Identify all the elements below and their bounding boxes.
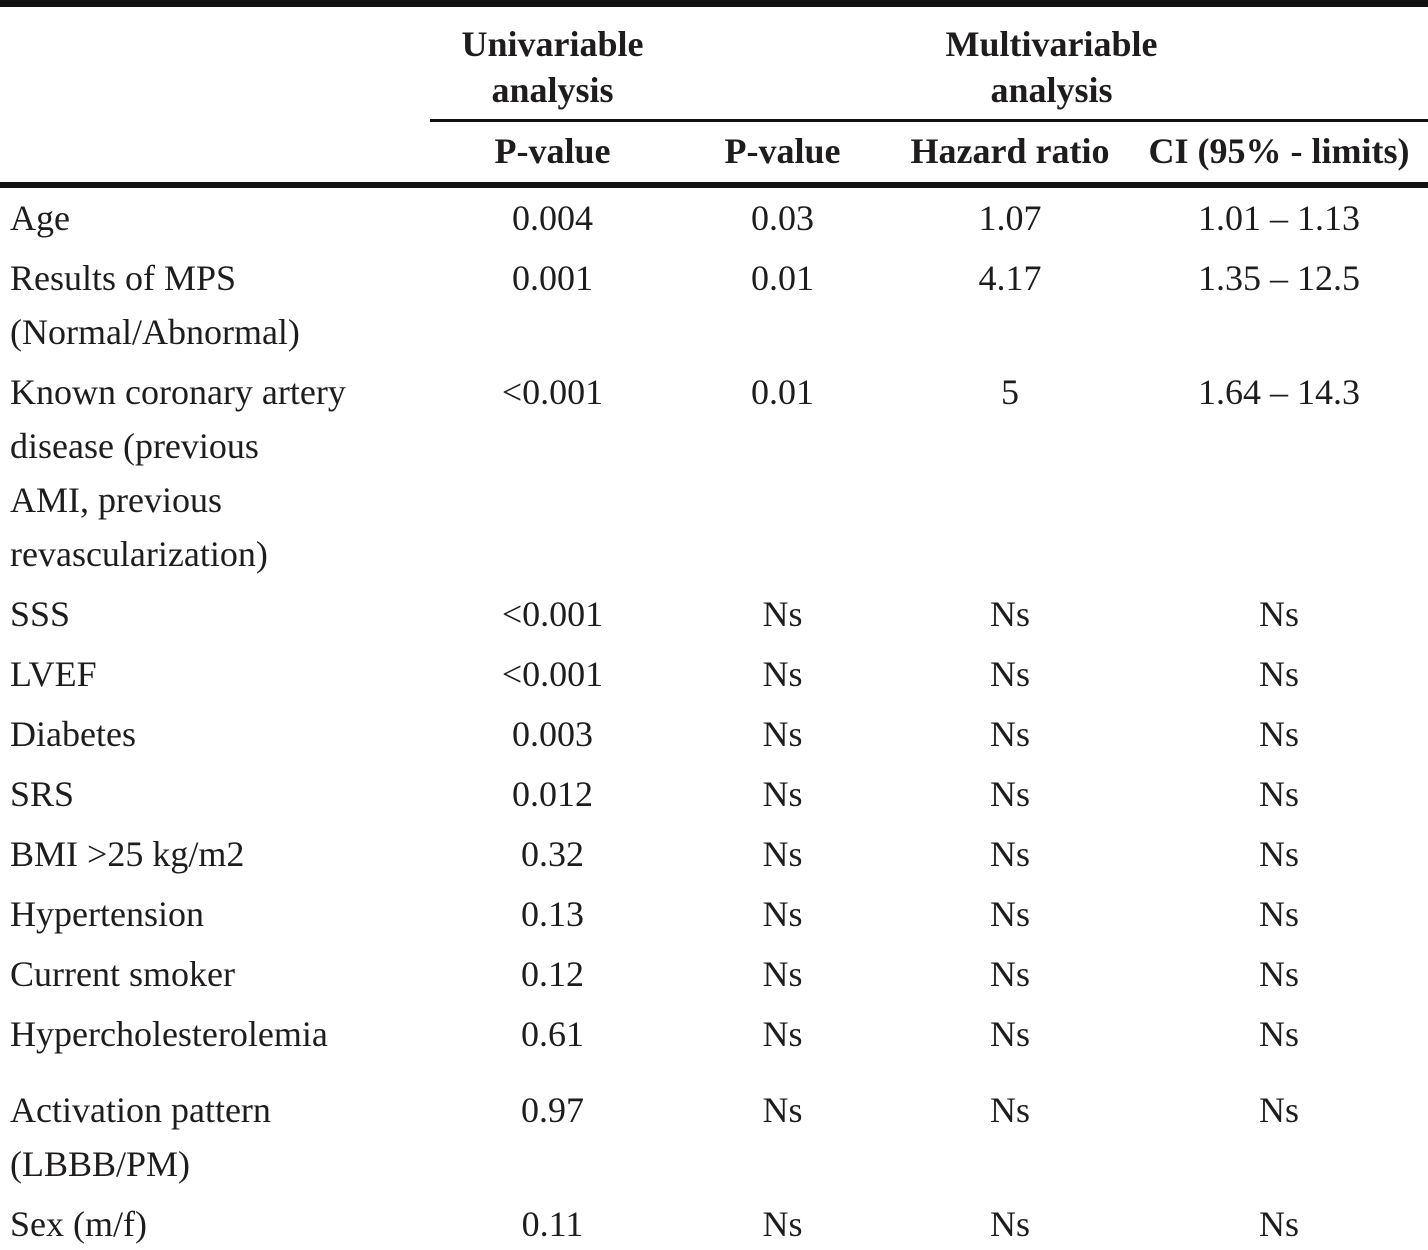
cell-ci: Ns bbox=[1259, 774, 1300, 814]
cell-multivariable-p: 0.03 bbox=[751, 198, 814, 238]
cell-hazard-ratio: Ns bbox=[989, 594, 1030, 634]
header-columns-row: P-value P-value Hazard ratio CI (95% - l… bbox=[0, 120, 1428, 188]
row-label: Results of MPS (Normal/Abnormal) bbox=[10, 258, 300, 352]
cell-ci: Ns bbox=[1259, 714, 1300, 754]
cell-univariable-p: <0.001 bbox=[501, 372, 604, 412]
row-label: LVEF bbox=[10, 654, 97, 694]
header-multivariable-p-value: P-value bbox=[675, 120, 890, 188]
row-label: Hypercholesterolemia bbox=[10, 1014, 328, 1054]
cell-multivariable-p: Ns bbox=[762, 954, 803, 994]
cell-hazard-ratio: Ns bbox=[989, 1204, 1030, 1244]
cell-univariable-p: 0.003 bbox=[512, 714, 593, 754]
cell-univariable-p: 0.61 bbox=[521, 1014, 584, 1054]
table-row-sex: Sex (m/f) 0.11 Ns Ns Ns bbox=[0, 1194, 1428, 1250]
table-row-hypertension: Hypertension 0.13 Ns Ns Ns bbox=[0, 884, 1428, 944]
header-corner-cell bbox=[0, 4, 430, 121]
row-label: Sex (m/f) bbox=[10, 1204, 147, 1244]
cell-multivariable-p: Ns bbox=[762, 894, 803, 934]
cell-multivariable-p: Ns bbox=[762, 1090, 803, 1130]
cell-hazard-ratio: Ns bbox=[989, 954, 1030, 994]
row-label: Diabetes bbox=[10, 714, 136, 754]
cell-univariable-p: 0.13 bbox=[521, 894, 584, 934]
cell-multivariable-p: Ns bbox=[762, 1014, 803, 1054]
cell-univariable-p: <0.001 bbox=[501, 594, 604, 634]
row-label: SSS bbox=[10, 594, 71, 634]
row-label: BMI >25 kg/m2 bbox=[10, 834, 245, 874]
table-row-results-of-mps: Results of MPS (Normal/Abnormal) 0.001 0… bbox=[0, 248, 1428, 362]
cell-multivariable-p: Ns bbox=[762, 714, 803, 754]
cell-hazard-ratio: Ns bbox=[989, 1090, 1030, 1130]
cell-hazard-ratio: Ns bbox=[989, 654, 1030, 694]
cell-hazard-ratio: Ns bbox=[989, 714, 1030, 754]
cell-hazard-ratio: 5 bbox=[1001, 372, 1019, 412]
cell-univariable-p: 0.97 bbox=[521, 1090, 584, 1130]
row-label: Hypertension bbox=[10, 894, 204, 934]
row-label: Age bbox=[10, 198, 70, 238]
header-empty-cell bbox=[0, 120, 430, 188]
cell-ci: 1.64 – 14.3 bbox=[1198, 372, 1360, 412]
cell-ci: 1.01 – 1.13 bbox=[1198, 198, 1360, 238]
cell-univariable-p: 0.001 bbox=[512, 258, 593, 298]
header-group-row: Univariable analysis Multivariable analy… bbox=[0, 3, 1428, 122]
row-label: SRS bbox=[10, 774, 75, 814]
cell-multivariable-p: Ns bbox=[762, 774, 803, 814]
table-row-activation-pattern: Activation pattern (LBBB/PM) 0.97 Ns Ns … bbox=[0, 1064, 1428, 1194]
cell-univariable-p: 0.012 bbox=[512, 774, 593, 814]
cell-ci: Ns bbox=[1259, 834, 1300, 874]
header-group-univariable: Univariable analysis bbox=[430, 3, 675, 122]
table-row-hypercholesterolemia: Hypercholesterolemia 0.61 Ns Ns Ns bbox=[0, 1004, 1428, 1064]
cell-multivariable-p: Ns bbox=[762, 1204, 803, 1244]
cell-ci: Ns bbox=[1259, 1014, 1300, 1054]
cell-multivariable-p: Ns bbox=[762, 654, 803, 694]
cell-univariable-p: 0.004 bbox=[512, 198, 593, 238]
cell-multivariable-p: 0.01 bbox=[751, 258, 814, 298]
cell-hazard-ratio: 4.17 bbox=[978, 258, 1042, 298]
table-row-age: Age 0.004 0.03 1.07 1.01 – 1.13 bbox=[0, 185, 1428, 248]
cell-ci: 1.35 – 12.5 bbox=[1198, 258, 1360, 298]
header-hazard-ratio: Hazard ratio bbox=[890, 120, 1130, 188]
cell-univariable-p: 0.32 bbox=[521, 834, 584, 874]
table-row-bmi: BMI >25 kg/m2 0.32 Ns Ns Ns bbox=[0, 824, 1428, 884]
row-label: Current smoker bbox=[10, 954, 235, 994]
header-group-multivariable: Multivariable analysis bbox=[675, 3, 1428, 122]
table-header: Univariable analysis Multivariable analy… bbox=[0, 3, 1428, 188]
cell-ci: Ns bbox=[1259, 954, 1300, 994]
cell-hazard-ratio: Ns bbox=[989, 894, 1030, 934]
cell-multivariable-p: Ns bbox=[762, 594, 803, 634]
table-row-known-cad: Known coronary artery disease (previous … bbox=[0, 362, 1428, 584]
table-row-sss: SSS <0.001 Ns Ns Ns bbox=[0, 584, 1428, 644]
cell-hazard-ratio: 1.07 bbox=[978, 198, 1042, 238]
table-row-current-smoker: Current smoker 0.12 Ns Ns Ns bbox=[0, 944, 1428, 1004]
table-row-diabetes: Diabetes 0.003 Ns Ns Ns bbox=[0, 704, 1428, 764]
header-univariable-p-value: P-value bbox=[430, 120, 675, 188]
cell-univariable-p: <0.001 bbox=[501, 654, 604, 694]
cell-ci: Ns bbox=[1259, 654, 1300, 694]
cell-univariable-p: 0.11 bbox=[521, 1204, 584, 1244]
cell-ci: Ns bbox=[1259, 1204, 1300, 1244]
cell-hazard-ratio: Ns bbox=[989, 834, 1030, 874]
cell-univariable-p: 0.12 bbox=[521, 954, 584, 994]
cell-hazard-ratio: Ns bbox=[989, 1014, 1030, 1054]
row-label: Activation pattern (LBBB/PM) bbox=[10, 1090, 271, 1184]
cell-ci: Ns bbox=[1259, 594, 1300, 634]
row-label: Known coronary artery disease (previous … bbox=[10, 372, 346, 574]
table-body: Age 0.004 0.03 1.07 1.01 – 1.13 Results … bbox=[0, 185, 1428, 1250]
cell-multivariable-p: 0.01 bbox=[751, 372, 814, 412]
table-row-srs: SRS 0.012 Ns Ns Ns bbox=[0, 764, 1428, 824]
header-ci-limits: CI (95% - limits) bbox=[1130, 120, 1428, 188]
cell-multivariable-p: Ns bbox=[762, 834, 803, 874]
table-row-lvef: LVEF <0.001 Ns Ns Ns bbox=[0, 644, 1428, 704]
cell-hazard-ratio: Ns bbox=[989, 774, 1030, 814]
cell-ci: Ns bbox=[1259, 894, 1300, 934]
cell-ci: Ns bbox=[1259, 1090, 1300, 1130]
